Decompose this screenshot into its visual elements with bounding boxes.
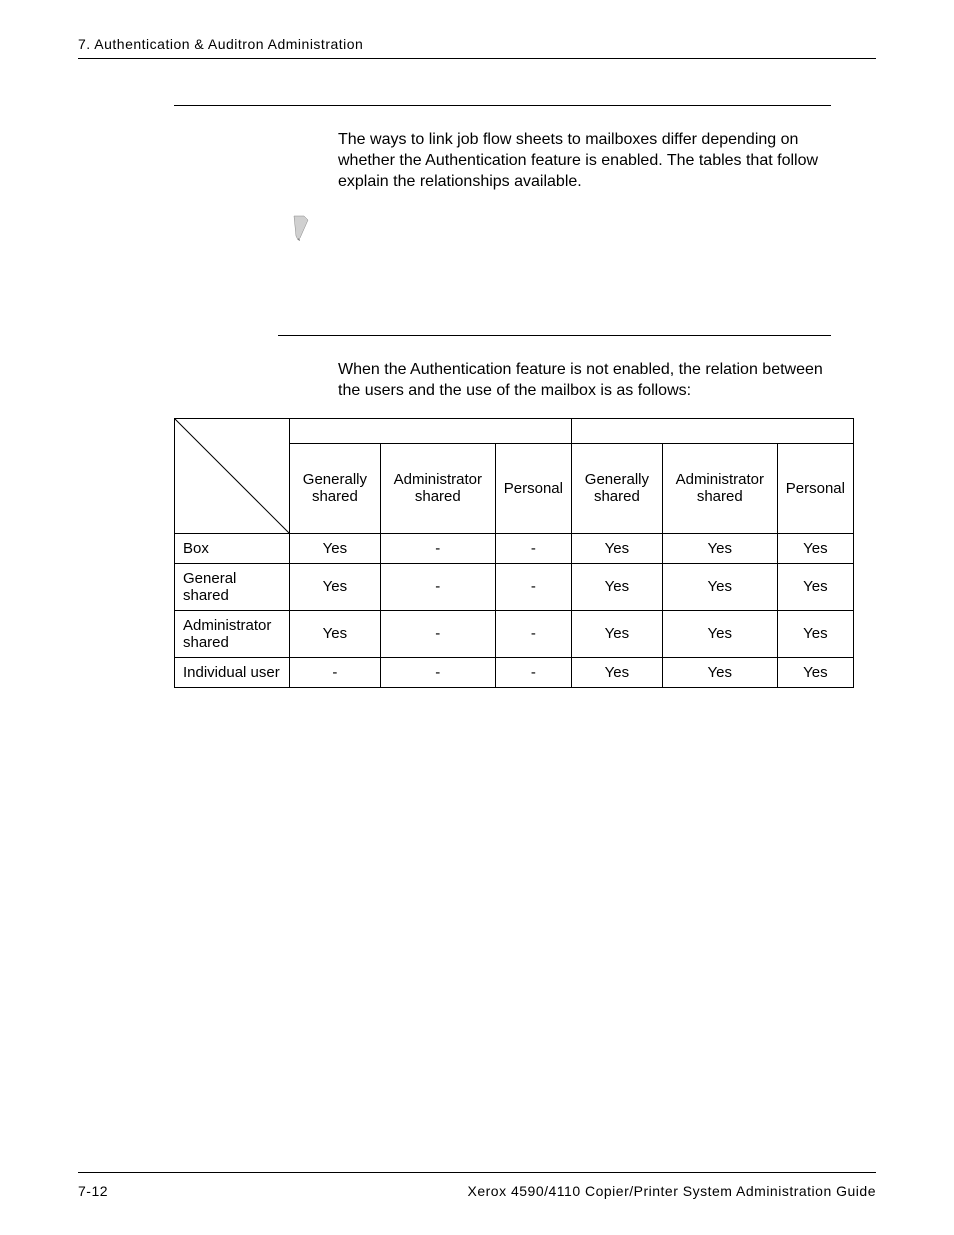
table-row: Individual user - - - Yes Yes Yes	[175, 657, 854, 687]
row-label: Individual user	[175, 657, 290, 687]
table-cell: -	[290, 657, 381, 687]
table-row: Box Yes - - Yes Yes Yes	[175, 533, 854, 563]
table-row: Administrator shared Yes - - Yes Yes Yes	[175, 610, 854, 657]
note-pencil-icon	[290, 214, 876, 247]
table-cell: -	[380, 610, 495, 657]
table-cell: -	[380, 563, 495, 610]
table-cell: Yes	[290, 563, 381, 610]
section-divider-2	[278, 335, 831, 336]
group-header-left	[290, 418, 572, 443]
section-2-text: When the Authentication feature is not e…	[338, 360, 831, 402]
subheader-l-0: Generally shared	[290, 443, 381, 533]
section-divider-1	[174, 105, 831, 106]
table-cell: -	[380, 533, 495, 563]
subheader-l-1: Administrator shared	[380, 443, 495, 533]
section-1-text: The ways to link job flow sheets to mail…	[338, 130, 831, 192]
table-cell: Yes	[571, 533, 662, 563]
subheader-r-1: Administrator shared	[662, 443, 777, 533]
table-cell: Yes	[662, 533, 777, 563]
table-cell: Yes	[662, 657, 777, 687]
table-cell: Yes	[777, 657, 853, 687]
table-cell: Yes	[662, 610, 777, 657]
page-header: 7. Authentication & Auditron Administrat…	[78, 36, 876, 59]
page-footer: 7-12 Xerox 4590/4110 Copier/Printer Syst…	[78, 1172, 876, 1199]
table-cell: Yes	[571, 563, 662, 610]
table-row: General shared Yes - - Yes Yes Yes	[175, 563, 854, 610]
table-cell: -	[380, 657, 495, 687]
subheader-r-2: Personal	[777, 443, 853, 533]
table-cell: -	[495, 563, 571, 610]
table-cell: Yes	[777, 563, 853, 610]
subheader-r-0: Generally shared	[571, 443, 662, 533]
doc-title: Xerox 4590/4110 Copier/Printer System Ad…	[468, 1183, 877, 1199]
table-cell: -	[495, 610, 571, 657]
table-diagonal-header	[175, 418, 290, 533]
page-number: 7-12	[78, 1183, 108, 1199]
table-cell: Yes	[777, 533, 853, 563]
subheader-l-2: Personal	[495, 443, 571, 533]
group-header-right	[571, 418, 853, 443]
row-label: Box	[175, 533, 290, 563]
table-cell: Yes	[777, 610, 853, 657]
table-cell: Yes	[290, 610, 381, 657]
table-cell: Yes	[571, 610, 662, 657]
table-cell: Yes	[290, 533, 381, 563]
table-cell: -	[495, 533, 571, 563]
table-cell: -	[495, 657, 571, 687]
table-cell: Yes	[571, 657, 662, 687]
permission-table: Generally shared Administrator shared Pe…	[174, 418, 854, 688]
row-label: General shared	[175, 563, 290, 610]
row-label: Administrator shared	[175, 610, 290, 657]
table-cell: Yes	[662, 563, 777, 610]
